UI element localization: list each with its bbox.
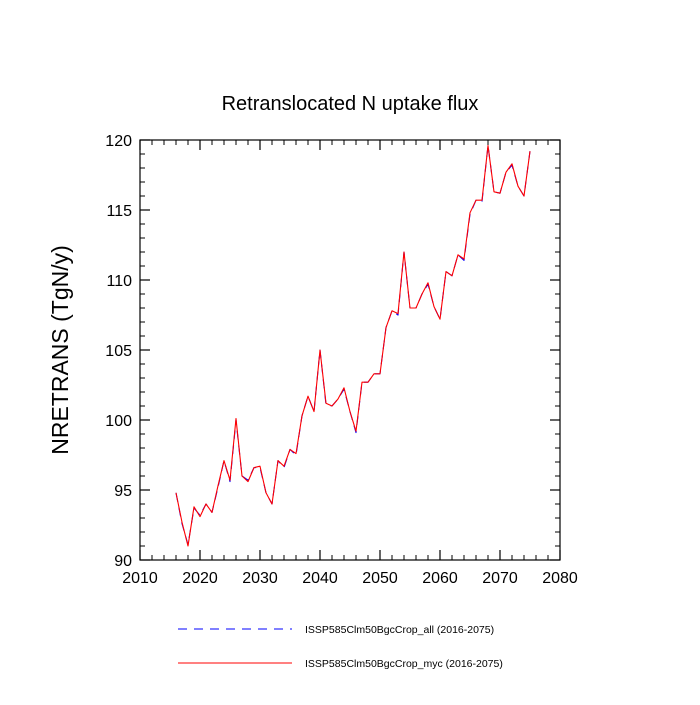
x-tick-label: 2070 (482, 570, 518, 587)
y-tick-label: 105 (105, 343, 132, 360)
chart-title: Retranslocated N uptake flux (222, 93, 479, 115)
minor-ticks (140, 140, 560, 560)
legend: ISSP585Clm50BgcCrop_all (2016-2075) ISSP5… (178, 624, 503, 670)
y-tick-label: 95 (114, 483, 132, 500)
x-tick-label: 2030 (242, 570, 278, 587)
series-line-2 (175, 145, 531, 547)
y-tick-label: 100 (105, 413, 132, 430)
y-tick-labels: 90 95 100 105 110 115 120 (105, 133, 132, 570)
x-tick-label: 2060 (422, 570, 458, 587)
major-ticks (139, 139, 561, 561)
legend-label-2: ISSP585Clm50BgcCrop_myc (2016-2075) (305, 658, 503, 670)
y-axis-label: NRETRANS (TgN/y) (47, 245, 73, 455)
y-tick-label: 115 (106, 203, 132, 220)
x-tick-label: 2020 (182, 570, 218, 587)
x-tick-label: 2010 (122, 570, 158, 587)
x-tick-label: 2050 (362, 570, 398, 587)
y-tick-label: 110 (106, 273, 132, 290)
x-tick-label: 2080 (542, 570, 578, 587)
plot-frame (139, 139, 561, 561)
legend-label-1: ISSP585Clm50BgcCrop_all (2016-2075) (305, 624, 494, 636)
x-tick-labels: 2010 2020 2030 2040 2050 2060 2070 2080 (122, 570, 578, 587)
series-lines (175, 145, 531, 547)
y-tick-label: 120 (105, 133, 132, 150)
y-tick-label: 90 (114, 553, 132, 570)
x-tick-label: 2040 (302, 570, 338, 587)
series-line-1 (175, 145, 531, 546)
